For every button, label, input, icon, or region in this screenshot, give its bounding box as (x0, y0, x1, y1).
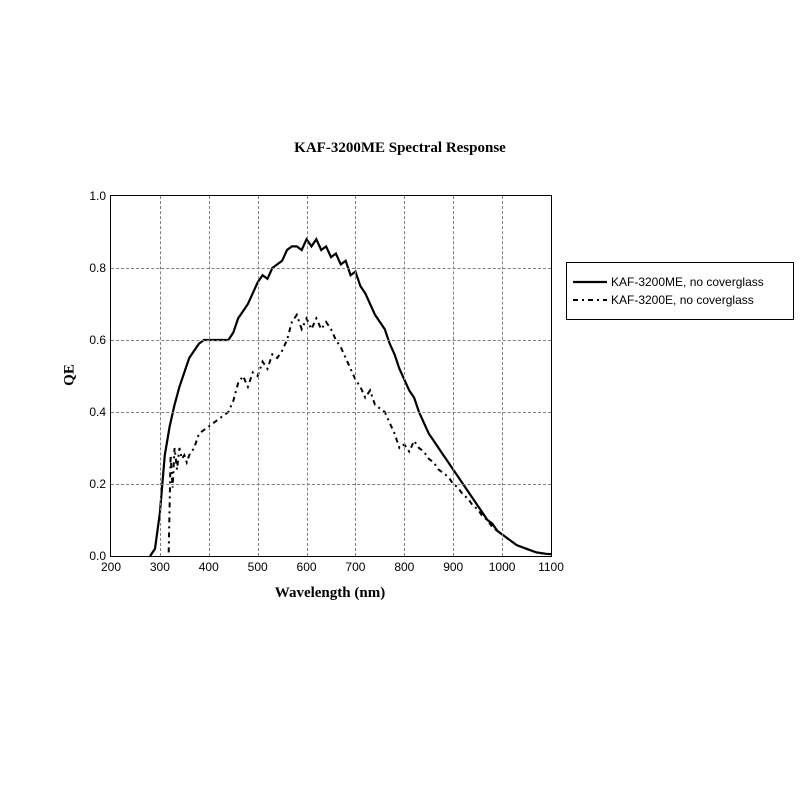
x-tick-label: 700 (335, 560, 375, 574)
x-tick-label: 1100 (531, 560, 571, 574)
x-tick-label: 1000 (482, 560, 522, 574)
gridline-horizontal (111, 340, 551, 341)
legend-swatch (573, 293, 607, 307)
y-tick-label: 0.2 (66, 477, 106, 491)
x-tick-label: 400 (189, 560, 229, 574)
gridline-horizontal (111, 484, 551, 485)
y-tick-label: 0.0 (66, 549, 106, 563)
legend-label: KAF-3200ME, no coverglass (611, 275, 787, 289)
x-tick-label: 800 (384, 560, 424, 574)
y-axis-label: QE (62, 364, 79, 386)
y-tick-label: 0.6 (66, 333, 106, 347)
x-tick-label: 900 (433, 560, 473, 574)
series-line (169, 315, 551, 554)
gridline-vertical (258, 196, 259, 556)
gridline-vertical (160, 196, 161, 556)
series-line (150, 239, 551, 556)
x-tick-label: 500 (238, 560, 278, 574)
page: KAF-3200ME Spectral Response QE 20030040… (0, 0, 800, 800)
x-tick-label: 600 (287, 560, 327, 574)
gridline-vertical (453, 196, 454, 556)
y-tick-label: 0.4 (66, 405, 106, 419)
y-tick-label: 1.0 (66, 189, 106, 203)
chart-svg (111, 196, 551, 556)
legend-row: KAF-3200ME, no coverglass (573, 275, 787, 289)
legend-swatch (573, 275, 607, 289)
gridline-vertical (209, 196, 210, 556)
gridline-vertical (404, 196, 405, 556)
legend-label: KAF-3200E, no coverglass (611, 293, 787, 307)
gridline-vertical (307, 196, 308, 556)
chart-legend: KAF-3200ME, no coverglass KAF-3200E, no c… (566, 262, 794, 320)
legend-row: KAF-3200E, no coverglass (573, 293, 787, 307)
gridline-horizontal (111, 268, 551, 269)
y-tick-label: 0.8 (66, 261, 106, 275)
gridline-vertical (355, 196, 356, 556)
x-tick-label: 300 (140, 560, 180, 574)
gridline-horizontal (111, 412, 551, 413)
chart-title: KAF-3200ME Spectral Response (0, 140, 800, 157)
gridline-vertical (502, 196, 503, 556)
chart-plot-area: 200300400500600700800900100011000.00.20.… (110, 195, 552, 557)
x-axis-label: Wavelength (nm) (110, 585, 550, 602)
